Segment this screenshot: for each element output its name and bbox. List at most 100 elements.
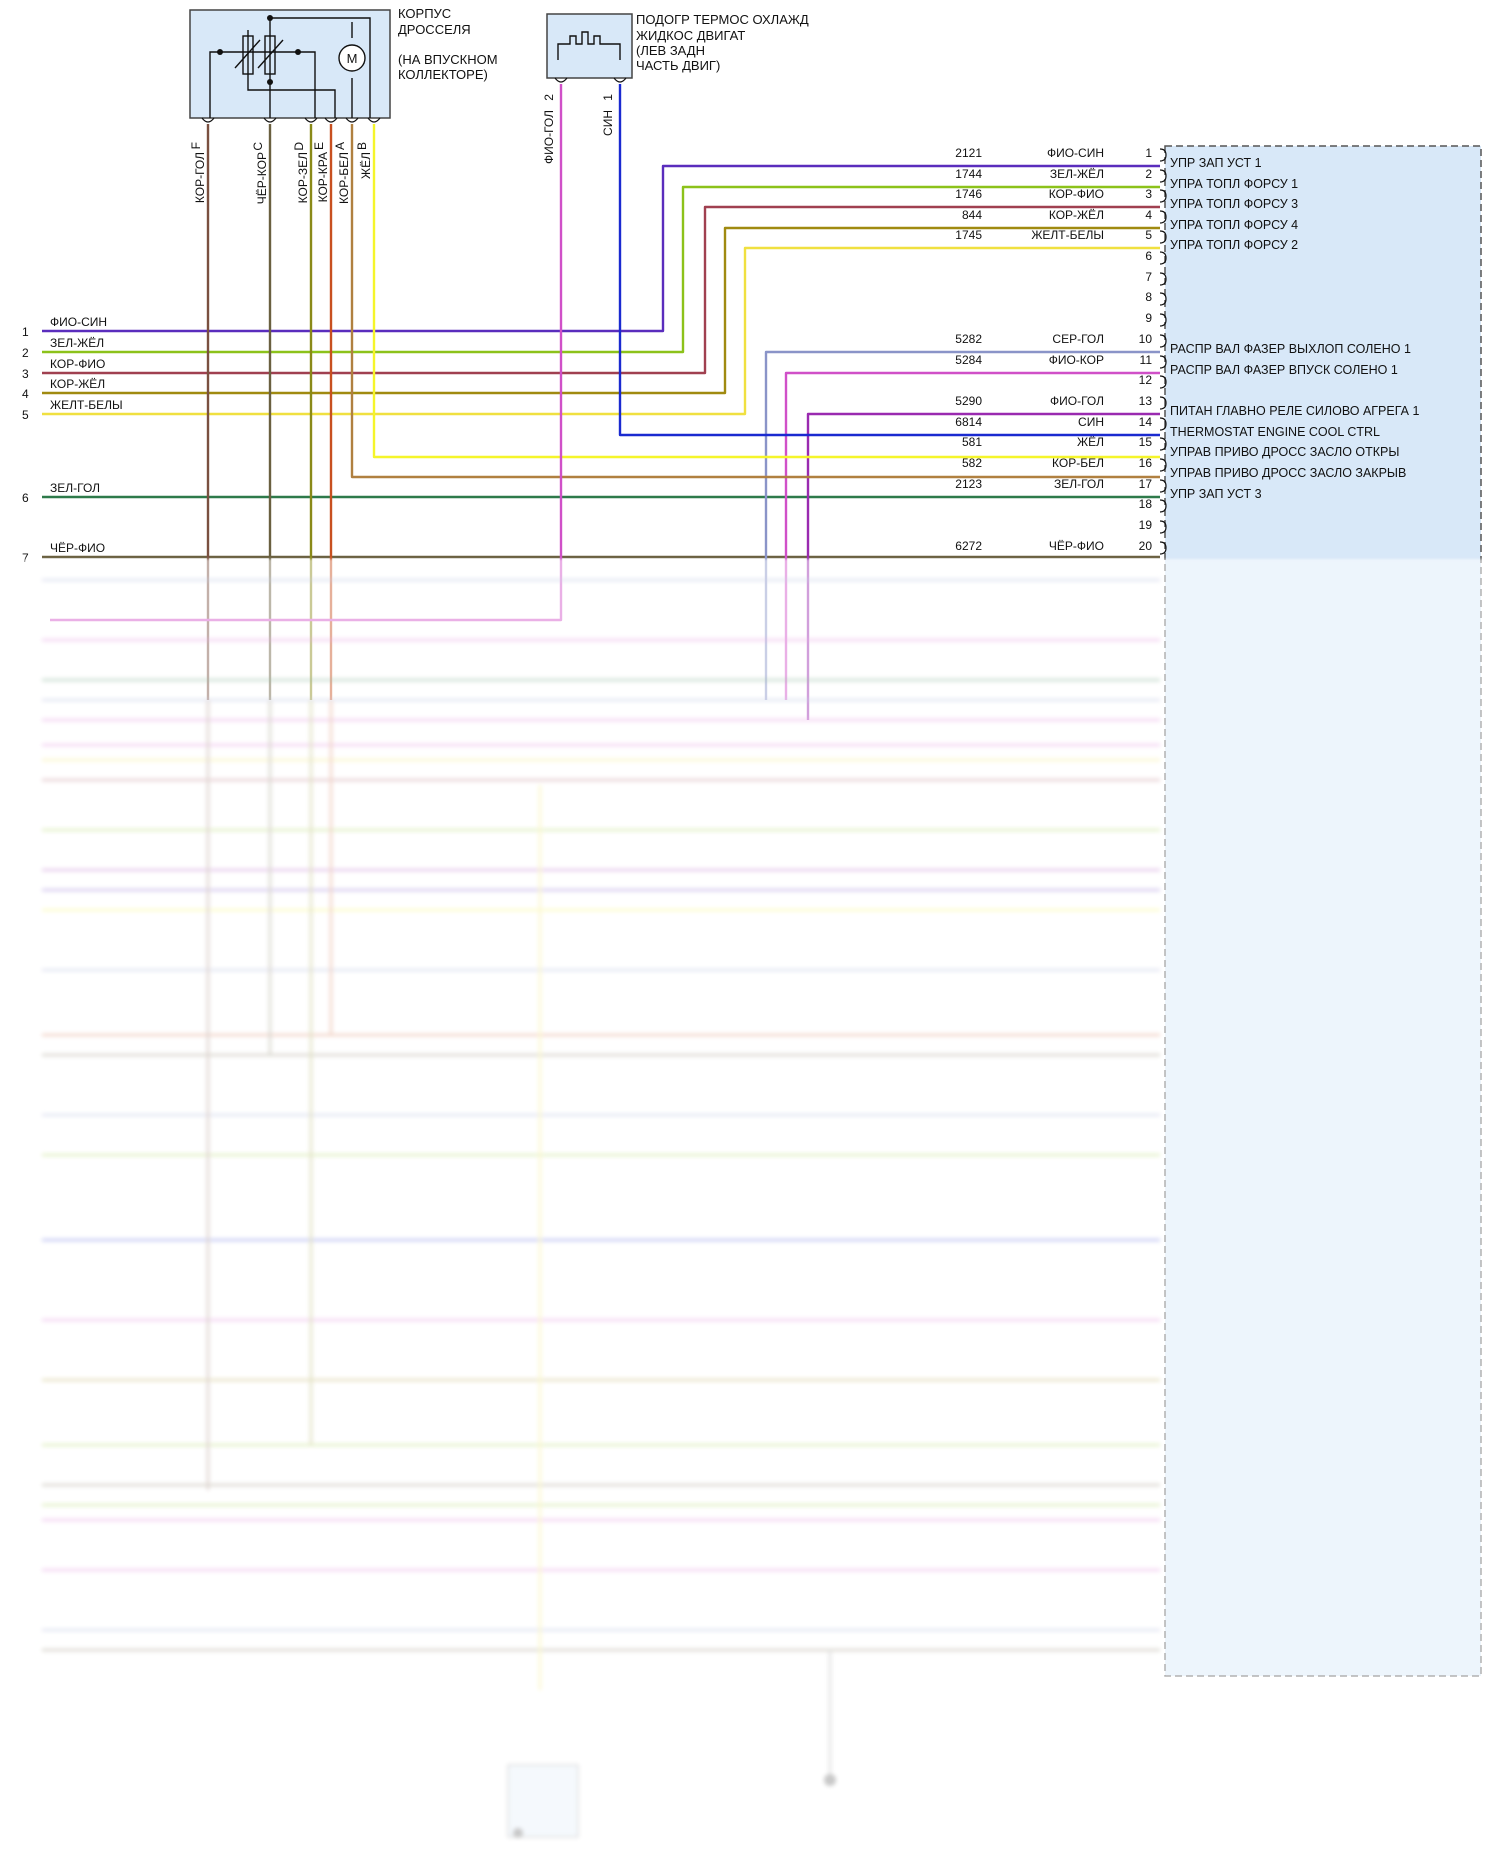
wire-582 bbox=[350, 124, 1160, 479]
pcm-circuit-number: 5282 bbox=[955, 332, 982, 346]
throttle-body-title: КОРПУС ДРОССЕЛЯ (НА ВПУСКНОМ КОЛЛЕКТОРЕ) bbox=[398, 6, 501, 82]
pcm-pin-socket bbox=[1159, 437, 1167, 451]
pcm-pin-socket bbox=[1159, 230, 1167, 244]
wire-1745 bbox=[42, 246, 1160, 416]
pcm-pin-number: 4 bbox=[1145, 208, 1152, 222]
pcm-wire-color: ЖЁЛ bbox=[1077, 435, 1104, 449]
pcm-pin-function: УПРАВ ПРИВО ДРОСС ЗАСЛО ОТКРЫ bbox=[1170, 445, 1399, 459]
throttle-pin-letter: D bbox=[292, 142, 306, 151]
motor-icon bbox=[338, 44, 366, 72]
pcm-pin-function: УПРАВ ПРИВО ДРОСС ЗАСЛО ЗАКРЫВ bbox=[1170, 466, 1406, 480]
pcm-wire-color: КОР-БЕЛ bbox=[1052, 456, 1104, 470]
pcm-pin-function: РАСПР ВАЛ ФАЗЕР ВПУСК СОЛЕНО 1 bbox=[1170, 363, 1398, 377]
throttle-wire-color: КОР-ЗЕЛ bbox=[296, 152, 310, 203]
pcm-pin-socket bbox=[1159, 375, 1167, 389]
pcm-circuit-number: 6814 bbox=[955, 415, 982, 429]
pcm-pin-function: УПРА ТОПЛ ФОРСУ 3 bbox=[1170, 197, 1298, 211]
pcm-pin-number: 13 bbox=[1139, 394, 1153, 408]
pcm-pin-number: 7 bbox=[1145, 270, 1152, 284]
pcm-wire-color: ЗЕЛ-ГОЛ bbox=[1054, 477, 1104, 491]
motor-symbol: M bbox=[347, 51, 358, 66]
throttle-pin-letter: C bbox=[251, 142, 265, 151]
throttle-wire-color: КОР-ГОЛ bbox=[193, 152, 207, 203]
left-pin-number: 7 bbox=[22, 551, 29, 565]
faint-component bbox=[507, 1764, 579, 1838]
pcm-pin-number: 10 bbox=[1139, 332, 1153, 346]
pcm-pin-socket bbox=[1159, 396, 1167, 410]
wire-844 bbox=[42, 226, 1160, 395]
pcm-pin-function: THERMOSTAT ENGINE COOL CTRL bbox=[1170, 425, 1380, 439]
left-pin-number: 3 bbox=[22, 367, 29, 381]
throttle-pin-socket bbox=[263, 117, 277, 123]
faint-ground bbox=[513, 1828, 523, 1838]
pcm-wire-color: ФИО-КОР bbox=[1049, 353, 1104, 367]
pcm-pin-socket bbox=[1159, 292, 1167, 306]
pcm-pin-number: 3 bbox=[1145, 187, 1152, 201]
pcm-pin-number: 18 bbox=[1139, 497, 1153, 511]
pcm-pin-socket bbox=[1159, 355, 1167, 369]
pcm-pin-socket bbox=[1159, 334, 1167, 348]
wire-group bbox=[42, 77, 1160, 720]
throttle-pin-socket bbox=[304, 117, 318, 123]
throttle-pin-letter: A bbox=[333, 142, 347, 150]
pcm-pin-number: 9 bbox=[1145, 311, 1152, 325]
left-pin-number: 1 bbox=[22, 325, 29, 339]
pcm-pin-socket bbox=[1159, 499, 1167, 513]
pcm-circuit-number: 1745 bbox=[955, 228, 982, 242]
pcm-wire-color: ЖЕЛТ-БЕЛЫ bbox=[1031, 228, 1104, 242]
heater-pin-number: 2 bbox=[542, 94, 556, 101]
pcm-circuit-number: 582 bbox=[962, 456, 982, 470]
heater-wire-color: СИН bbox=[601, 110, 615, 136]
pcm-wire-color: ЗЕЛ-ЖЁЛ bbox=[1050, 167, 1104, 181]
pcm-pin-function: УПРА ТОПЛ ФОРСУ 1 bbox=[1170, 177, 1298, 191]
left-wire-color: ЗЕЛ-ГОЛ bbox=[50, 481, 100, 495]
pcm-pin-number: 5 bbox=[1145, 228, 1152, 242]
left-pin-number: 4 bbox=[22, 387, 29, 401]
left-pin-number: 2 bbox=[22, 346, 29, 360]
throttle-wire-color: КОР-КРА bbox=[316, 152, 330, 202]
pcm-pin-socket bbox=[1159, 458, 1167, 472]
pcm-circuit-number: 5290 bbox=[955, 394, 982, 408]
pcm-pin-number: 15 bbox=[1139, 435, 1153, 449]
pcm-pin-number: 19 bbox=[1139, 518, 1153, 532]
pcm-pin-socket bbox=[1159, 189, 1167, 203]
pcm-wire-color: ФИО-СИН bbox=[1047, 146, 1104, 160]
pcm-pin-list: 1 УПР ЗАП УСТ 1 2121 ФИО-СИН 2 УПРА ТОПЛ ФОРС… bbox=[955, 146, 1419, 555]
pcm-wire-color: СИН bbox=[1078, 415, 1104, 429]
throttle-wire-color: ЖЁЛ bbox=[359, 152, 373, 179]
pcm-pin-socket bbox=[1159, 169, 1167, 183]
pcm-circuit-number: 581 bbox=[962, 435, 982, 449]
left-wire-color: ЖЕЛТ-БЕЛЫ bbox=[50, 398, 123, 412]
pcm-pin-number: 16 bbox=[1139, 456, 1153, 470]
left-wire-color: ЗЕЛ-ЖЁЛ bbox=[50, 336, 104, 350]
pcm-pin-number: 11 bbox=[1140, 353, 1153, 367]
pcm-pin-function: РАСПР ВАЛ ФАЗЕР ВЫХЛОП СОЛЕНО 1 bbox=[1170, 342, 1411, 356]
throttle-body: M КОРПУС ДРОССЕЛЯ (НА ВПУСКНОМ КОЛЛЕКТОР… bbox=[189, 6, 501, 119]
faint-ground bbox=[824, 1774, 836, 1786]
pcm-pin-socket bbox=[1159, 479, 1167, 493]
pcm-circuit-number: 844 bbox=[962, 208, 982, 222]
pcm-circuit-number: 1744 bbox=[955, 167, 982, 181]
throttle-pin-socket bbox=[345, 117, 359, 123]
heater-pin-socket bbox=[554, 77, 568, 83]
pcm-pin-number: 12 bbox=[1139, 373, 1153, 387]
pcm-pin-socket bbox=[1159, 148, 1167, 162]
pcm-pin-number: 20 bbox=[1139, 539, 1153, 553]
pcm-circuit-number: 2121 bbox=[955, 146, 982, 160]
pcm-circuit-number: 1746 bbox=[955, 187, 982, 201]
pcm-pin-function: УПРА ТОПЛ ФОРСУ 2 bbox=[1170, 238, 1298, 252]
pcm-pin-number: 1 bbox=[1145, 146, 1152, 160]
pcm-circuit-number: 2123 bbox=[955, 477, 982, 491]
coolant-heater-box bbox=[546, 13, 633, 79]
wire-6814 bbox=[618, 84, 1160, 437]
coolant-heater-title: ПОДОГР ТЕРМОС ОХЛАЖД ЖИДКОС ДВИГАТ (ЛЕВ … bbox=[636, 12, 812, 73]
left-wire-color: КОР-ЖЁЛ bbox=[50, 377, 105, 391]
pcm-pin-socket bbox=[1159, 210, 1167, 224]
pcm-circuit-number: 5284 bbox=[955, 353, 982, 367]
wire-1746 bbox=[42, 205, 1160, 375]
pcm-pin-function: УПР ЗАП УСТ 1 bbox=[1170, 156, 1262, 170]
wire-1744 bbox=[42, 185, 1160, 354]
throttle-pin-socket bbox=[367, 117, 381, 123]
throttle-pin-socket bbox=[324, 117, 338, 123]
